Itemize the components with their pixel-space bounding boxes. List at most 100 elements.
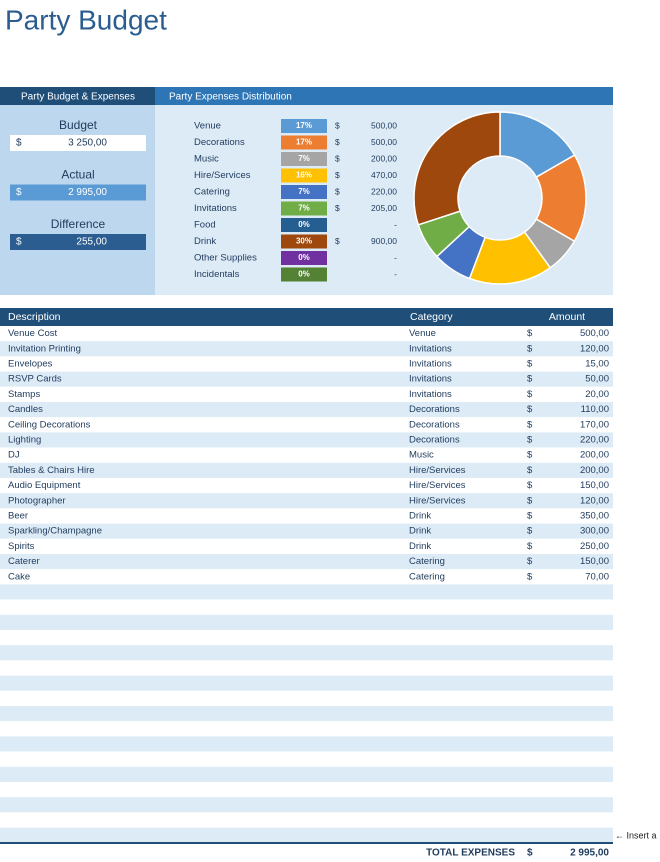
summary-value: 255,00 — [76, 237, 107, 248]
cell-amount: 150,00 — [580, 480, 609, 491]
row-band — [0, 690, 613, 706]
legend-label: Food — [194, 220, 216, 231]
row-band — [0, 736, 613, 752]
column-header: Description — [8, 311, 61, 323]
currency: $ — [16, 237, 22, 248]
legend-label: Decorations — [194, 137, 245, 148]
currency: $ — [335, 120, 340, 130]
currency: $ — [527, 495, 533, 506]
cell-description: Envelopes — [8, 359, 53, 370]
summary-box — [10, 234, 146, 250]
cell-amount: 150,00 — [580, 556, 609, 567]
legend-swatch — [281, 119, 327, 133]
row-band — [0, 614, 613, 630]
currency: $ — [527, 419, 533, 430]
amount-label: 500,00 — [371, 120, 397, 130]
tab-label: Party Budget & Expenses — [21, 92, 135, 103]
row-band — [0, 371, 613, 387]
tab-bg — [0, 87, 155, 105]
row-band — [0, 645, 613, 661]
legend-label: Music — [194, 154, 219, 165]
cell-description: Photographer — [8, 495, 66, 506]
cell-description: Caterer — [8, 556, 40, 567]
cell-category: Decorations — [409, 404, 460, 415]
legend-label: Venue — [194, 121, 221, 132]
row-band — [0, 386, 613, 402]
cell-category: Catering — [409, 556, 445, 567]
row-band — [0, 812, 613, 828]
row-band — [0, 782, 613, 798]
cell-amount: 300,00 — [580, 526, 609, 537]
cell-category: Drink — [409, 541, 431, 552]
row-band — [0, 356, 613, 372]
percent-label: 16% — [296, 171, 312, 180]
cell-description: Spirits — [8, 541, 35, 552]
row-band — [0, 523, 613, 539]
legend-swatch — [281, 267, 327, 282]
currency: $ — [527, 389, 533, 400]
legend-label: Catering — [194, 187, 230, 198]
currency: $ — [527, 465, 533, 476]
cell-category: Invitations — [409, 374, 452, 385]
currency: $ — [527, 435, 533, 446]
cell-amount: 15,00 — [585, 359, 609, 370]
cell-category: Decorations — [409, 419, 460, 430]
amount-label: 205,00 — [371, 203, 397, 213]
donut-slice — [413, 111, 501, 226]
currency: $ — [527, 404, 533, 415]
currency: $ — [527, 571, 533, 582]
cell-amount: 500,00 — [580, 328, 609, 339]
cell-description: Ceiling Decorations — [8, 419, 91, 430]
currency: $ — [527, 541, 533, 552]
currency: $ — [335, 137, 340, 147]
cell-amount: 70,00 — [585, 571, 609, 582]
legend-swatch — [281, 152, 327, 166]
percent-label: 0% — [298, 270, 310, 279]
total-label: TOTAL EXPENSES — [426, 848, 515, 859]
cell-description: Lighting — [8, 435, 41, 446]
cell-description: Invitation Printing — [8, 343, 81, 354]
cell-description: Cake — [8, 571, 30, 582]
percent-label: 17% — [296, 138, 312, 147]
currency: $ — [527, 848, 533, 859]
currency: $ — [527, 480, 533, 491]
cell-amount: 200,00 — [580, 465, 609, 476]
row-band — [0, 447, 613, 463]
percent-label: 17% — [296, 121, 312, 130]
table-header — [0, 308, 613, 326]
row-band — [0, 341, 613, 357]
cell-description: DJ — [8, 450, 20, 461]
cell-category: Invitations — [409, 389, 452, 400]
row-band — [0, 432, 613, 448]
legend-swatch — [281, 251, 327, 265]
cell-amount: 350,00 — [580, 511, 609, 522]
percent-label: 7% — [298, 154, 310, 163]
legend-swatch — [281, 135, 327, 150]
legend-swatch — [281, 185, 327, 199]
tab-bg — [155, 87, 613, 105]
cell-description: Tables & Chairs Hire — [8, 465, 95, 476]
currency: $ — [527, 511, 533, 522]
row-band — [0, 599, 613, 615]
cell-amount: 120,00 — [580, 495, 609, 506]
cell-amount: 20,00 — [585, 389, 609, 400]
cell-amount: 50,00 — [585, 374, 609, 385]
currency: $ — [527, 343, 533, 354]
cell-category: Drink — [409, 511, 431, 522]
legend-swatch — [281, 168, 327, 183]
summary-value: 3 250,00 — [68, 138, 107, 149]
row-band — [0, 660, 613, 676]
total-value: 2 995,00 — [570, 848, 609, 859]
row-band — [0, 402, 613, 418]
row-band — [0, 554, 613, 570]
currency: $ — [335, 186, 340, 196]
row-band — [0, 706, 613, 722]
cell-category: Invitations — [409, 359, 452, 370]
currency: $ — [335, 236, 340, 246]
cell-description: Beer — [8, 511, 28, 522]
legend-label: Drink — [194, 236, 216, 247]
row-band — [0, 751, 613, 767]
legend-swatch — [281, 201, 327, 216]
